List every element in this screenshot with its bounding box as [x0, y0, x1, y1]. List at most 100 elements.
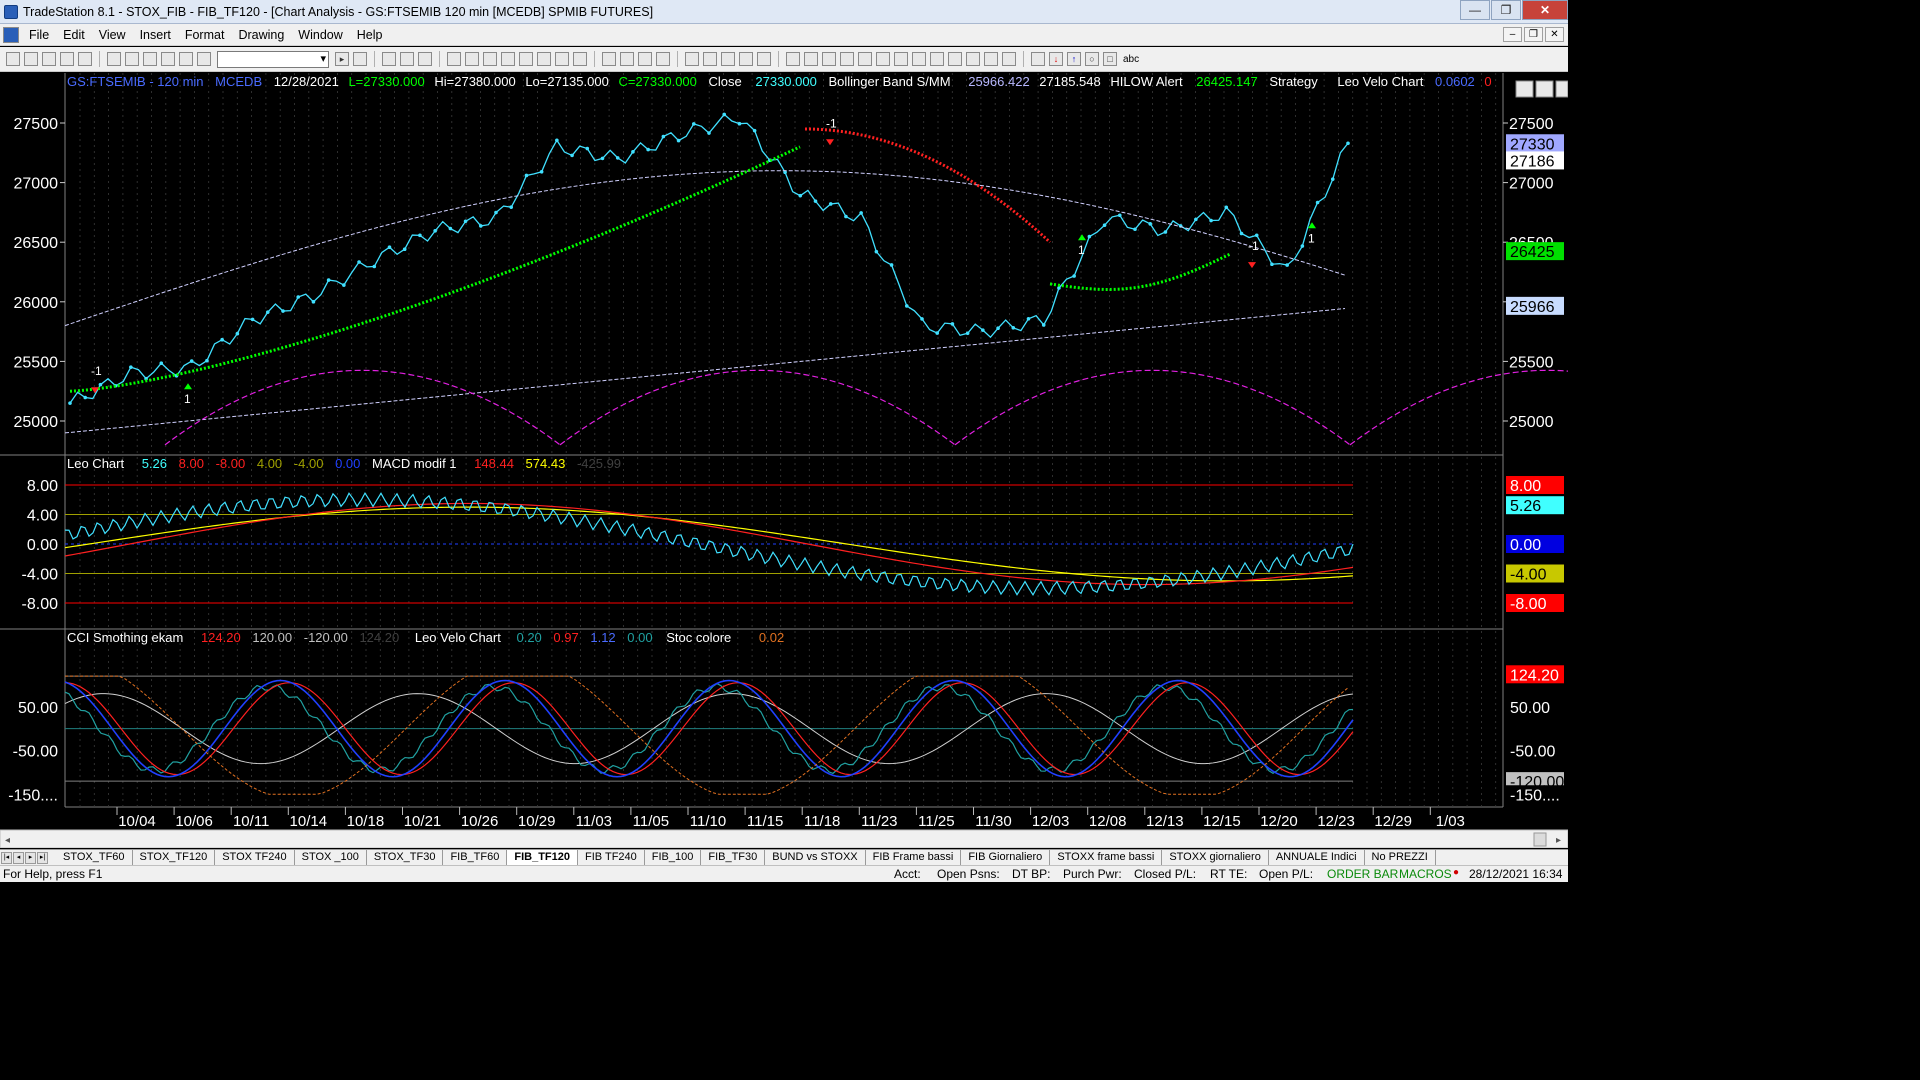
chart-analysis-window[interactable]: GS:FTSEMIB - 120 min MCEDB 12/28/2021 L=… [0, 73, 1746, 849]
fibonacci-icon[interactable] [858, 52, 872, 66]
pointer-icon[interactable] [685, 52, 699, 66]
doc-close-button[interactable]: ✕ [1545, 27, 1564, 42]
menu-file[interactable]: File [29, 27, 50, 42]
save-all-icon[interactable] [78, 52, 92, 66]
print-icon[interactable] [125, 52, 139, 66]
menu-drawing[interactable]: Drawing [238, 27, 285, 42]
tab-stoxx-frame-bassi[interactable]: STOXX frame bassi [1050, 850, 1163, 865]
tab-prev-button[interactable]: ◂ [13, 851, 24, 864]
tab-bund-vs-stoxx[interactable]: BUND vs STOXX [765, 850, 866, 865]
format-icon[interactable] [179, 52, 193, 66]
minimize-button[interactable]: — [1460, 0, 1490, 20]
arrow-icon[interactable] [948, 52, 962, 66]
symbol-combo[interactable] [217, 50, 329, 68]
news-icon[interactable] [465, 52, 479, 66]
tab-fib-tf240[interactable]: FIB TF240 [578, 850, 645, 865]
blank-icon[interactable] [757, 52, 771, 66]
doc-restore-button[interactable]: ❐ [1524, 27, 1543, 42]
status-macros[interactable]: MACROS [1399, 867, 1452, 881]
menu-window[interactable]: Window [298, 27, 343, 42]
tab-stoxx-giornaliero[interactable]: STOXX giornaliero [1162, 850, 1269, 865]
andrews-pitchfork-icon[interactable] [912, 52, 926, 66]
color-icon[interactable] [197, 52, 211, 66]
indicator-icon[interactable] [537, 52, 551, 66]
arc-icon[interactable] [984, 52, 998, 66]
zoom-symbol-icon[interactable] [353, 52, 367, 66]
tab-stox-tf30[interactable]: STOX_TF30 [367, 850, 444, 865]
radar-screen-icon[interactable] [400, 52, 414, 66]
text-tool[interactable]: abc [1123, 53, 1140, 65]
channel-icon[interactable] [840, 52, 854, 66]
scroll-right-icon[interactable] [620, 52, 634, 66]
lock-icon[interactable] [161, 52, 175, 66]
scroll-left-arrow[interactable]: ◂ [5, 835, 10, 846]
gann-fan-icon[interactable] [894, 52, 908, 66]
chart-window-icon[interactable] [382, 52, 396, 66]
trendline-icon[interactable] [786, 52, 800, 66]
tab-stox-tf60[interactable]: STOX_TF60 [56, 850, 133, 865]
menu-help[interactable]: Help [356, 27, 383, 42]
print-preview-icon[interactable] [107, 52, 121, 66]
tab-fib-tf30[interactable]: FIB_TF30 [701, 850, 766, 865]
doc-minimize-button[interactable]: – [1503, 27, 1522, 42]
tab-stox-tf120[interactable]: STOX_TF120 [133, 850, 216, 865]
speed-lines-icon[interactable] [876, 52, 890, 66]
panel-close-button[interactable] [1555, 80, 1569, 98]
status-order-bar[interactable]: ORDER BAR [1327, 867, 1399, 881]
save-icon[interactable] [60, 52, 74, 66]
tab-fib-frame-bassi[interactable]: FIB Frame bassi [866, 850, 962, 865]
option-station-icon[interactable] [483, 52, 497, 66]
tab-stox-tf240[interactable]: STOX TF240 [215, 850, 295, 865]
menu-edit[interactable]: Edit [63, 27, 85, 42]
strategy-icon[interactable] [519, 52, 533, 66]
open-workspace-icon[interactable] [42, 52, 56, 66]
new-icon[interactable] [6, 52, 20, 66]
tab-fib-giornaliero[interactable]: FIB Giornaliero [961, 850, 1051, 865]
menu-format[interactable]: Format [184, 27, 225, 42]
tab-fib-tf120[interactable]: FIB_TF120 [507, 850, 578, 865]
panel-minimize-button[interactable] [1515, 80, 1534, 98]
ellipse-icon[interactable]: ○ [1085, 52, 1099, 66]
zoom-in-icon[interactable] [638, 52, 652, 66]
horizontal-scrollbar[interactable] [0, 829, 1569, 849]
matrix-icon[interactable] [418, 52, 432, 66]
copy-icon[interactable] [143, 52, 157, 66]
arrow-up-icon[interactable]: ↑ [1067, 52, 1081, 66]
tab-next-button[interactable]: ▸ [25, 851, 36, 864]
tools-icon[interactable] [721, 52, 735, 66]
open-icon[interactable] [24, 52, 38, 66]
document-icon[interactable] [3, 26, 19, 43]
bar-chart-icon[interactable] [573, 52, 587, 66]
scroll-left-icon[interactable] [602, 52, 616, 66]
arrow-down-icon[interactable]: ↓ [1049, 52, 1063, 66]
tab-fib-tf60[interactable]: FIB_TF60 [443, 850, 508, 865]
tab-no-prezzi[interactable]: No PREZZI [1365, 850, 1436, 865]
chart-plot-area[interactable] [65, 73, 1503, 807]
chart-svg[interactable]: GS:FTSEMIB - 120 min MCEDB 12/28/2021 L=… [0, 73, 1746, 849]
close-button[interactable]: ✕ [1522, 0, 1568, 20]
tab-last-button[interactable]: ▸| [37, 851, 48, 864]
tab-annuale-indici[interactable]: ANNUALE Indici [1269, 850, 1365, 865]
scrollbar-thumb[interactable] [1533, 832, 1547, 847]
drag-pointer-icon[interactable] [703, 52, 717, 66]
curve-icon[interactable] [1031, 52, 1045, 66]
showme-icon[interactable] [555, 52, 569, 66]
play-icon[interactable]: ▸ [335, 52, 349, 66]
data-window-icon[interactable] [739, 52, 753, 66]
menu-insert[interactable]: Insert [139, 27, 171, 42]
cycle-icon[interactable] [966, 52, 980, 66]
rectangle-icon[interactable]: □ [1103, 52, 1117, 66]
pen-icon[interactable] [1002, 52, 1016, 66]
tab-first-button[interactable]: |◂ [1, 851, 12, 864]
portfolio-icon[interactable] [501, 52, 515, 66]
vertical-lines-icon[interactable] [804, 52, 818, 66]
tab-fib-100[interactable]: FIB_100 [645, 850, 702, 865]
zoom-out-icon[interactable] [656, 52, 670, 66]
horizontal-lines-icon[interactable] [822, 52, 836, 66]
menu-view[interactable]: View [98, 27, 126, 42]
scanner-icon[interactable] [447, 52, 461, 66]
tab-stox-100[interactable]: STOX _100 [295, 850, 367, 865]
scroll-right-arrow[interactable]: ▸ [1556, 835, 1561, 846]
maximize-button[interactable]: ❐ [1491, 0, 1521, 20]
panel-restore-button[interactable] [1535, 80, 1554, 98]
